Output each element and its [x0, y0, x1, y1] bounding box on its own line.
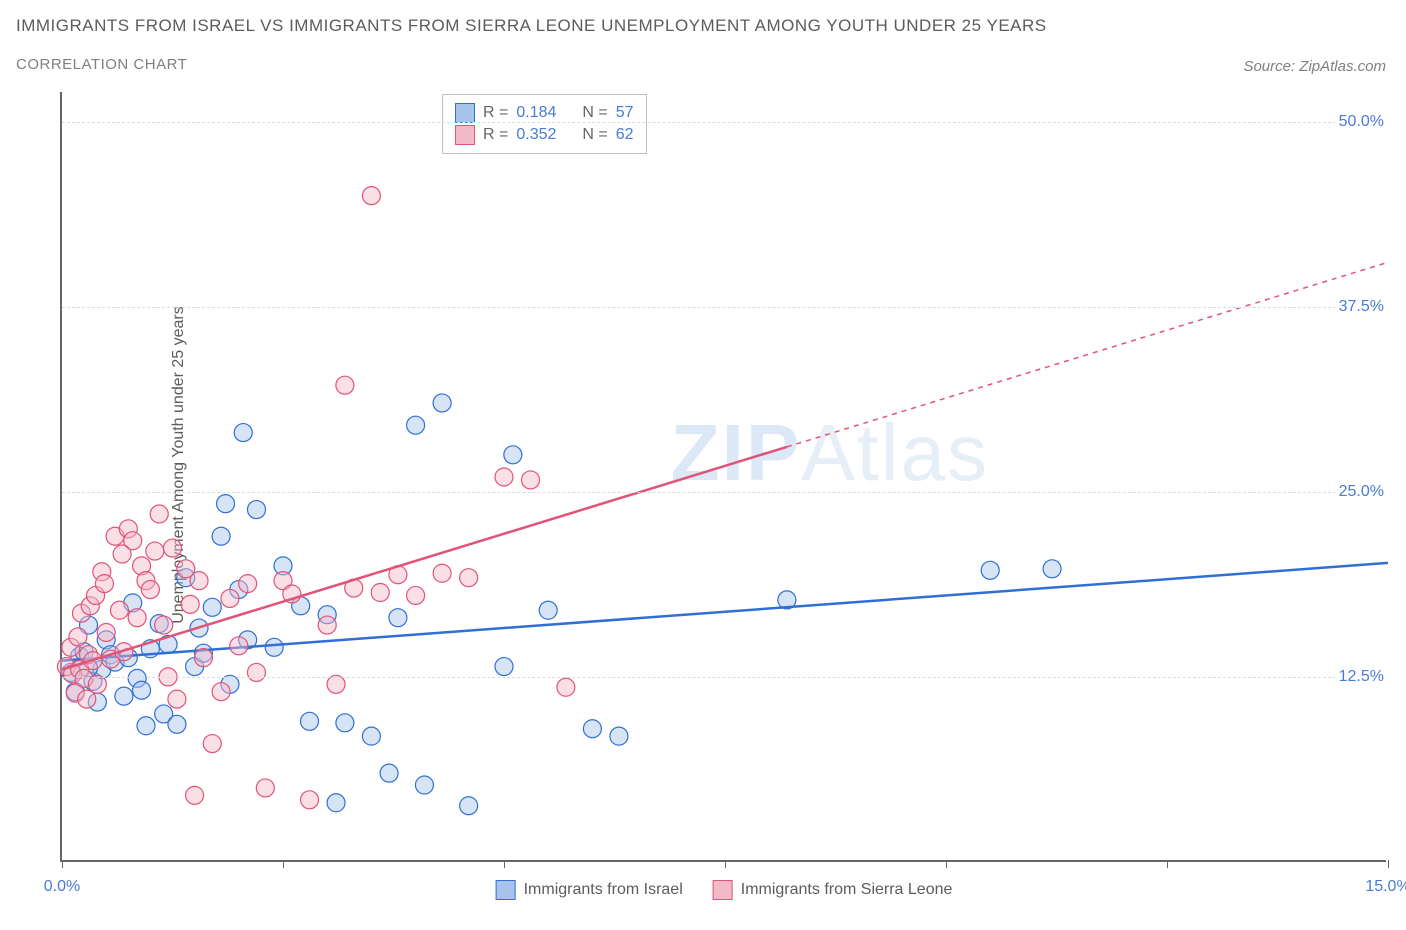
swatch-sierra	[455, 125, 475, 145]
trend-line-dashed	[787, 262, 1388, 447]
chart-title: IMMIGRANTS FROM ISRAEL VS IMMIGRANTS FRO…	[16, 16, 1047, 36]
scatter-point	[133, 681, 151, 699]
scatter-point	[389, 609, 407, 627]
scatter-point	[113, 545, 131, 563]
scatter-point	[1043, 560, 1061, 578]
stats-n-label: N =	[582, 104, 607, 122]
stats-row-sierra: R = 0.352 N = 62	[455, 125, 634, 145]
scatter-point	[203, 735, 221, 753]
y-tick-label: 25.0%	[1335, 483, 1388, 501]
scatter-point	[327, 794, 345, 812]
stats-n-israel: 57	[616, 104, 634, 122]
legend-swatch-sierra	[713, 880, 733, 900]
scatter-point	[150, 505, 168, 523]
stats-n-label-2: N =	[582, 126, 607, 144]
scatter-point	[336, 714, 354, 732]
scatter-point	[128, 609, 146, 627]
scatter-point	[371, 584, 389, 602]
scatter-svg	[62, 92, 1386, 860]
scatter-point	[362, 187, 380, 205]
scatter-point	[95, 575, 113, 593]
trend-line	[62, 447, 787, 670]
scatter-point	[69, 628, 87, 646]
scatter-point	[239, 575, 257, 593]
scatter-point	[407, 586, 425, 604]
scatter-point	[168, 690, 186, 708]
chart-subtitle: CORRELATION CHART	[16, 56, 187, 73]
x-tick-label: 0.0%	[44, 878, 80, 896]
scatter-point	[301, 712, 319, 730]
scatter-point	[460, 797, 478, 815]
chart-plot-area: ZIPAtlas R = 0.184 N = 57 R = 0.352 N = …	[60, 92, 1386, 862]
scatter-point	[110, 601, 128, 619]
scatter-point	[194, 649, 212, 667]
scatter-point	[583, 720, 601, 738]
y-tick-label: 50.0%	[1335, 113, 1388, 131]
stats-n-sierra: 62	[616, 126, 634, 144]
scatter-point	[141, 581, 159, 599]
scatter-point	[265, 638, 283, 656]
legend-swatch-israel	[496, 880, 516, 900]
scatter-point	[433, 564, 451, 582]
scatter-point	[504, 446, 522, 464]
scatter-point	[247, 501, 265, 519]
scatter-point	[522, 471, 540, 489]
trend-line	[62, 563, 1388, 661]
scatter-point	[407, 416, 425, 434]
scatter-point	[415, 776, 433, 794]
scatter-point	[539, 601, 557, 619]
legend-label-sierra: Immigrants from Sierra Leone	[741, 881, 953, 899]
swatch-israel	[455, 103, 475, 123]
scatter-point	[78, 690, 96, 708]
scatter-point	[212, 527, 230, 545]
x-tick-label: 15.0%	[1365, 878, 1406, 896]
scatter-point	[336, 376, 354, 394]
scatter-point	[981, 561, 999, 579]
scatter-point	[181, 595, 199, 613]
y-tick-label: 12.5%	[1335, 668, 1388, 686]
legend-sierra: Immigrants from Sierra Leone	[713, 880, 953, 900]
scatter-point	[230, 637, 248, 655]
scatter-point	[168, 715, 186, 733]
scatter-point	[115, 687, 133, 705]
scatter-point	[164, 539, 182, 557]
scatter-point	[380, 764, 398, 782]
scatter-point	[217, 495, 235, 513]
stats-r-israel: 0.184	[516, 104, 556, 122]
scatter-point	[460, 569, 478, 587]
scatter-point	[362, 727, 380, 745]
scatter-point	[212, 683, 230, 701]
legend: Immigrants from Israel Immigrants from S…	[496, 880, 953, 900]
legend-label-israel: Immigrants from Israel	[524, 881, 683, 899]
scatter-point	[155, 616, 173, 634]
scatter-point	[97, 623, 115, 641]
scatter-point	[186, 786, 204, 804]
scatter-point	[327, 675, 345, 693]
scatter-point	[190, 572, 208, 590]
stats-r-label: R =	[483, 104, 508, 122]
scatter-point	[146, 542, 164, 560]
scatter-point	[203, 598, 221, 616]
scatter-point	[495, 658, 513, 676]
scatter-point	[247, 663, 265, 681]
y-tick-label: 37.5%	[1335, 298, 1388, 316]
scatter-point	[318, 616, 336, 634]
stats-row-israel: R = 0.184 N = 57	[455, 103, 634, 123]
scatter-point	[610, 727, 628, 745]
scatter-point	[433, 394, 451, 412]
stats-r-sierra: 0.352	[516, 126, 556, 144]
scatter-point	[557, 678, 575, 696]
scatter-point	[221, 589, 239, 607]
stats-r-label-2: R =	[483, 126, 508, 144]
stats-box: R = 0.184 N = 57 R = 0.352 N = 62	[442, 94, 647, 154]
scatter-point	[234, 424, 252, 442]
scatter-point	[301, 791, 319, 809]
scatter-point	[256, 779, 274, 797]
legend-israel: Immigrants from Israel	[496, 880, 683, 900]
scatter-point	[495, 468, 513, 486]
source-label: Source: ZipAtlas.com	[1243, 58, 1386, 75]
scatter-point	[137, 717, 155, 735]
